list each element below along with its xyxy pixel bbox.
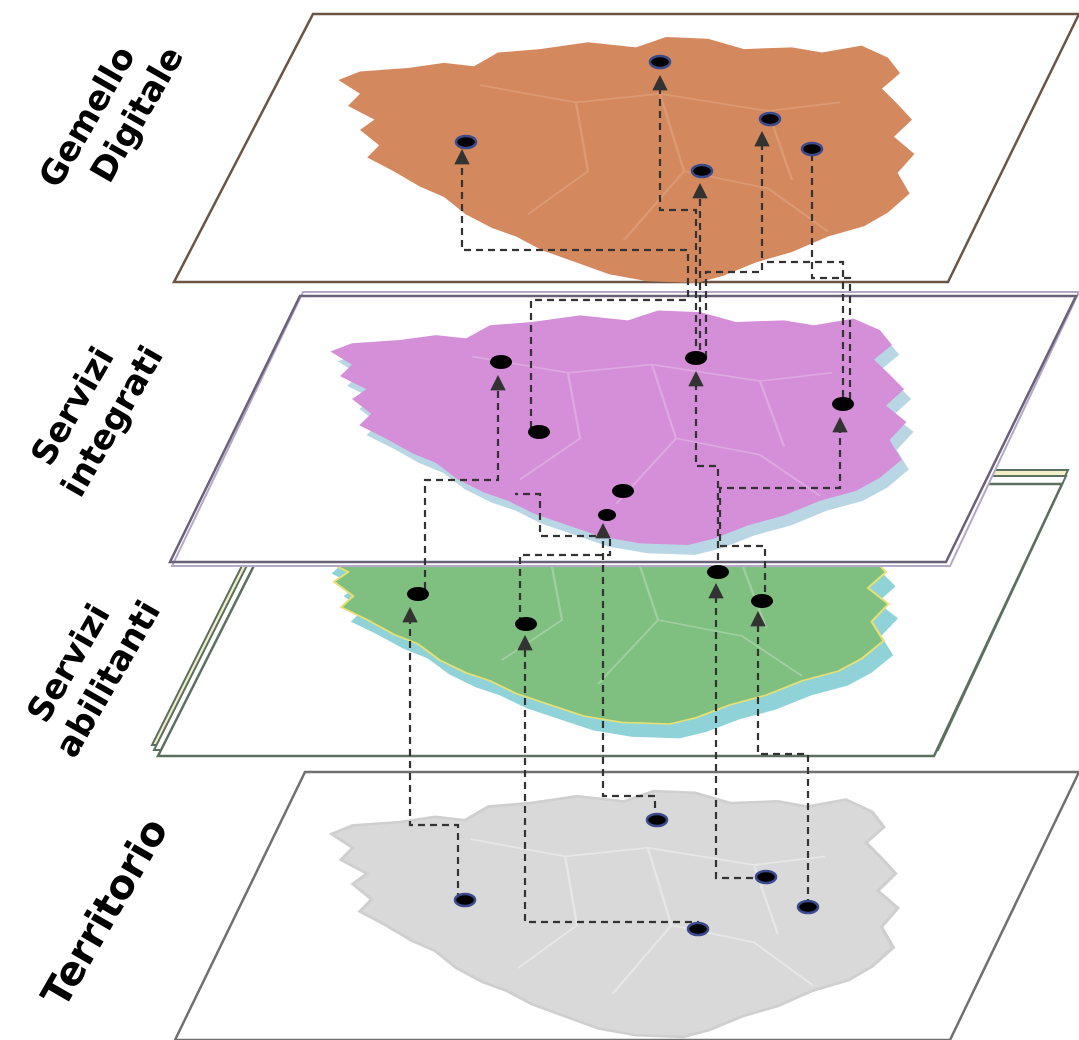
node (832, 397, 854, 411)
node (685, 351, 707, 365)
nodes-servizi-abilitanti (407, 509, 773, 631)
node (758, 111, 782, 127)
label-territorio: Territorio (33, 810, 178, 1015)
node (751, 594, 773, 608)
node (707, 565, 729, 579)
layer-servizi-integrati (167, 291, 1079, 567)
node (528, 425, 550, 439)
node (454, 134, 478, 150)
node (407, 587, 429, 601)
layer-labels: Gemello Digitale Servizi integrati Servi… (11, 19, 192, 1015)
node (515, 617, 537, 631)
node (690, 163, 714, 179)
node (612, 484, 634, 498)
node (800, 141, 824, 157)
nodes-territorio (453, 812, 820, 937)
layer-territorio (173, 770, 1079, 1040)
node (754, 869, 778, 885)
node (648, 54, 672, 70)
node (598, 509, 616, 521)
node (796, 899, 820, 915)
plane-servizi-integrati (167, 294, 1079, 564)
node (645, 812, 669, 828)
nodes-gemello (454, 54, 824, 179)
node (490, 355, 512, 369)
nodes-servizi-integrati (490, 351, 854, 498)
node (453, 892, 477, 908)
layer-gemello (171, 12, 1079, 284)
label-gemello: Gemello Digitale (31, 19, 192, 216)
node (686, 921, 710, 937)
label-servizi-abilitanti: Servizi abilitanti (11, 573, 169, 764)
label-servizi-integrati: Servizi integrati (17, 318, 172, 504)
